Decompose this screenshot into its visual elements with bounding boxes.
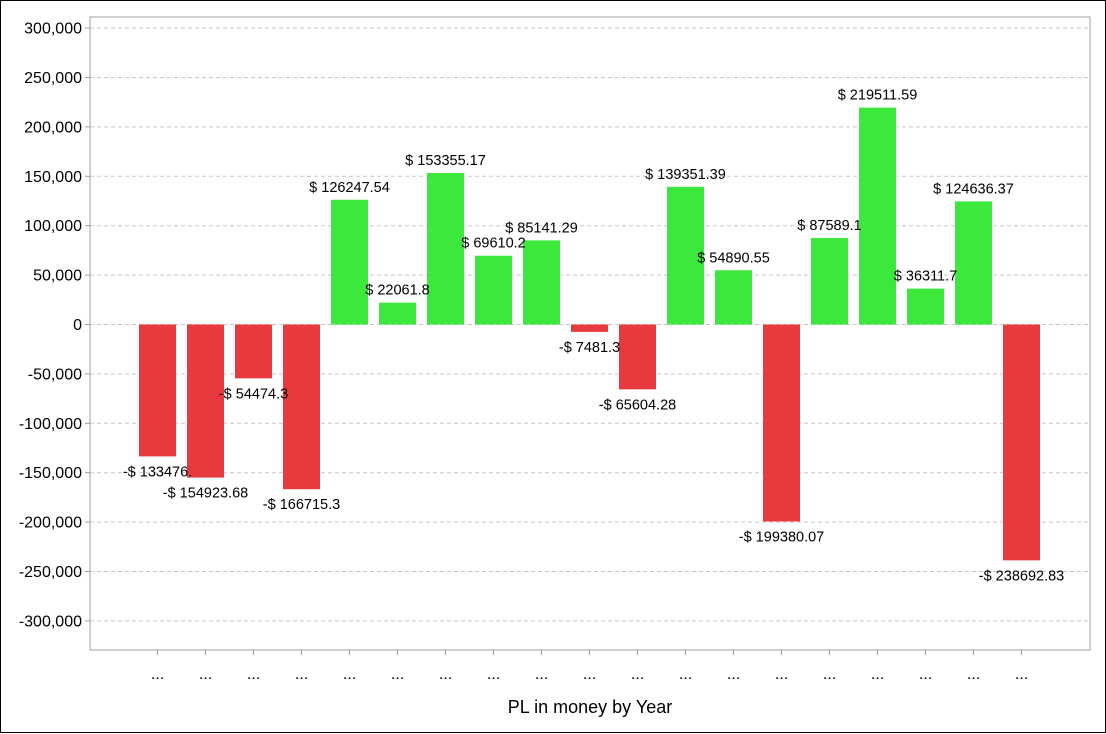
- bar: [955, 201, 992, 325]
- data-label: $ 54890.55: [697, 250, 770, 266]
- data-label: -$ 166715.3: [263, 497, 340, 513]
- bar: [475, 255, 512, 325]
- data-label: $ 87589.1: [797, 218, 862, 234]
- data-label: $ 85141.29: [505, 220, 578, 236]
- bar: [859, 107, 896, 325]
- y-tick-label: 250,000: [24, 70, 82, 87]
- x-tick-label: ...: [487, 666, 500, 683]
- x-tick-label: ...: [727, 666, 740, 683]
- y-tick-label: 0: [73, 317, 82, 334]
- data-label: $ 36311.7: [894, 269, 957, 285]
- x-axis-title: PL in money by Year: [508, 697, 672, 717]
- x-axis-tick-labels: ........................................…: [151, 650, 1028, 683]
- bar: [907, 288, 944, 325]
- y-tick-label: -50,000: [28, 366, 82, 383]
- bar: [187, 324, 224, 478]
- y-tick-label: -150,000: [19, 465, 82, 482]
- y-tick-label: 300,000: [24, 21, 82, 38]
- y-tick-label: 50,000: [33, 268, 82, 285]
- bar: [1003, 324, 1040, 561]
- x-tick-label: ...: [247, 666, 260, 683]
- data-labels: -$ 133476. -$ 154923.68 -$ 54474.3 -$ 16671…: [123, 88, 1064, 585]
- x-tick-label: ...: [439, 666, 452, 683]
- bar: [427, 172, 464, 325]
- data-label: $ 153355.17: [405, 153, 486, 169]
- bars: [139, 107, 1040, 561]
- bar: [667, 186, 704, 325]
- data-label: $ 124636.37: [933, 181, 1014, 197]
- x-tick-label: ...: [391, 666, 404, 683]
- data-label: -$ 65604.28: [599, 397, 676, 413]
- bar: [619, 324, 656, 390]
- y-tick-label: -200,000: [19, 515, 82, 532]
- bar: [523, 240, 560, 325]
- x-tick-label: ...: [919, 666, 932, 683]
- y-axis-tick-labels: 300,000 250,000 200,000 150,000 100,000 50,00…: [19, 21, 82, 631]
- y-tick-label: -300,000: [19, 613, 82, 630]
- x-tick-label: ...: [679, 666, 692, 683]
- x-tick-label: ...: [631, 666, 644, 683]
- x-tick-label: ...: [1015, 666, 1028, 683]
- y-tick-label: 150,000: [24, 169, 82, 186]
- bar: [811, 237, 848, 325]
- data-label: -$ 54474.3: [219, 386, 288, 402]
- data-label: -$ 133476.: [123, 464, 192, 480]
- x-tick-label: ...: [871, 666, 884, 683]
- bar: [331, 199, 368, 325]
- y-tick-label: 200,000: [24, 119, 82, 136]
- x-tick-label: ...: [343, 666, 356, 683]
- bar: [379, 302, 416, 325]
- data-label: -$ 199380.07: [739, 529, 824, 545]
- x-tick-label: ...: [967, 666, 980, 683]
- x-tick-label: ...: [775, 666, 788, 683]
- data-label: -$ 154923.68: [163, 486, 248, 502]
- x-tick-label: ...: [823, 666, 836, 683]
- data-label: $ 22061.8: [365, 283, 430, 299]
- data-label: $ 139351.39: [645, 167, 726, 183]
- x-tick-label: ...: [199, 666, 212, 683]
- x-tick-label: ...: [151, 666, 164, 683]
- bar: [139, 324, 176, 457]
- data-label: -$ 7481.3: [559, 340, 620, 356]
- y-tick-label: 100,000: [24, 218, 82, 235]
- y-tick-label: -250,000: [19, 564, 82, 581]
- data-label: $ 126247.54: [309, 180, 390, 196]
- bar: [763, 324, 800, 522]
- bar: [235, 324, 272, 379]
- y-tick-label: -100,000: [19, 416, 82, 433]
- bar: [571, 324, 608, 332]
- bar: [715, 270, 752, 325]
- bar: [283, 324, 320, 490]
- x-tick-label: ...: [295, 666, 308, 683]
- data-label: -$ 238692.83: [979, 568, 1064, 584]
- data-label: $ 219511.59: [838, 88, 918, 104]
- data-label: $ 69610.2: [461, 236, 526, 252]
- x-tick-label: ...: [583, 666, 596, 683]
- x-tick-label: ...: [535, 666, 548, 683]
